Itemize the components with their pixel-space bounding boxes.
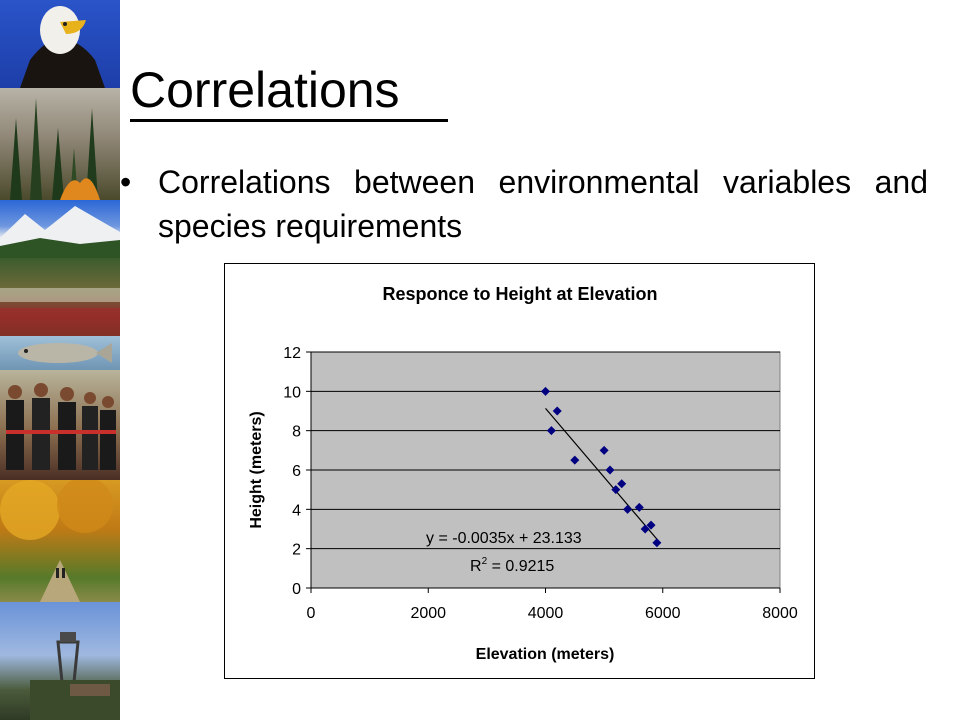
x-tick-label: 6000 bbox=[645, 605, 681, 622]
title-underline bbox=[130, 119, 448, 122]
fish-photo bbox=[0, 336, 120, 370]
x-tick-label: 0 bbox=[307, 605, 316, 622]
x-tick-label: 2000 bbox=[410, 605, 446, 622]
data-point bbox=[623, 504, 633, 514]
data-point bbox=[640, 524, 650, 534]
r-squared-label: R2 = 0.9215 bbox=[470, 556, 554, 575]
data-point bbox=[570, 455, 580, 465]
people-photo bbox=[0, 370, 120, 480]
tick-labels: 0 2 4 6 8 10 12 0 2000 4000 6000 8000 bbox=[283, 345, 798, 622]
data-point bbox=[646, 520, 656, 530]
y-tick-label: 8 bbox=[292, 424, 301, 441]
data-point bbox=[605, 465, 615, 475]
x-axis-label: Elevation (meters) bbox=[476, 646, 615, 663]
trendline-equation: y = -0.0035x + 23.133 bbox=[426, 530, 582, 547]
data-point bbox=[541, 386, 550, 396]
data-point bbox=[652, 538, 662, 548]
autumn-trail-photo bbox=[0, 480, 120, 602]
data-point bbox=[599, 445, 609, 455]
r-squared-superscript: 2 bbox=[482, 556, 488, 567]
mountain-photo bbox=[0, 200, 120, 258]
y-tick-label: 0 bbox=[292, 581, 301, 598]
scatter-chart: Responce to Height at Elevation 0 2 4 6 8 10 1… bbox=[248, 284, 798, 663]
y-axis-label: Height (meters) bbox=[248, 411, 265, 528]
y-tick-label: 4 bbox=[292, 502, 301, 519]
r-squared-value: = 0.9215 bbox=[487, 558, 554, 575]
slide-title: Correlations bbox=[130, 62, 400, 118]
axes bbox=[306, 351, 781, 593]
data-point bbox=[617, 479, 627, 489]
y-tick-label: 12 bbox=[283, 345, 301, 362]
y-tick-label: 2 bbox=[292, 542, 301, 559]
y-tick-label: 6 bbox=[292, 463, 301, 480]
eagle-photo bbox=[0, 0, 120, 88]
bullet-text: Correlations between environmental varia… bbox=[158, 164, 928, 244]
photo-strip bbox=[0, 0, 120, 720]
data-point bbox=[552, 406, 562, 416]
data-point bbox=[611, 485, 621, 495]
meadow-photo bbox=[0, 258, 120, 336]
data-points bbox=[541, 386, 662, 548]
mine-photo bbox=[0, 602, 120, 720]
x-tick-label: 4000 bbox=[528, 605, 564, 622]
data-point bbox=[634, 502, 644, 512]
data-point bbox=[546, 426, 556, 436]
chart-title: Responce to Height at Elevation bbox=[382, 284, 657, 304]
trendline bbox=[545, 407, 658, 540]
x-tick-label: 8000 bbox=[762, 605, 798, 622]
bullet-dot: • bbox=[120, 164, 132, 200]
r-squared-prefix: R bbox=[470, 558, 482, 575]
forest-fire-photo bbox=[0, 88, 120, 200]
chart-frame: Responce to Height at Elevation 0 2 4 6 8 10 1… bbox=[224, 263, 815, 679]
y-tick-label: 10 bbox=[283, 384, 301, 401]
bullet-item: • Correlations between environmental var… bbox=[120, 160, 928, 248]
